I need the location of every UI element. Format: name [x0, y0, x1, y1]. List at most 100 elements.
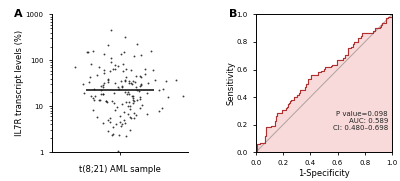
- Point: [105, 78, 112, 81]
- Point: [117, 115, 124, 118]
- Point: [105, 79, 111, 82]
- Point: [128, 81, 134, 84]
- Point: [114, 106, 120, 109]
- Point: [120, 69, 126, 72]
- Point: [139, 104, 145, 106]
- Point: [90, 109, 97, 112]
- Point: [122, 90, 128, 93]
- Point: [163, 80, 170, 83]
- Point: [123, 68, 130, 71]
- Point: [98, 85, 104, 88]
- Point: [84, 50, 90, 53]
- Point: [137, 85, 143, 88]
- Point: [121, 51, 127, 54]
- Point: [136, 75, 143, 78]
- Point: [108, 29, 115, 31]
- Point: [110, 68, 116, 71]
- Point: [138, 54, 144, 57]
- Point: [124, 104, 131, 107]
- Point: [115, 88, 122, 91]
- Point: [120, 62, 126, 65]
- Point: [127, 129, 134, 131]
- Point: [96, 65, 102, 68]
- Point: [160, 87, 166, 90]
- Point: [118, 52, 124, 55]
- Point: [38, 86, 44, 89]
- Text: P value=0.098
AUC: 0.589
CI: 0.480–0.698: P value=0.098 AUC: 0.589 CI: 0.480–0.698: [333, 111, 388, 131]
- Point: [104, 101, 110, 104]
- Point: [144, 113, 150, 115]
- Point: [137, 106, 143, 109]
- Point: [101, 69, 107, 71]
- Point: [110, 126, 116, 129]
- Point: [126, 80, 132, 83]
- X-axis label: t(8;21) AML sample: t(8;21) AML sample: [79, 165, 161, 174]
- Point: [134, 98, 140, 101]
- Point: [137, 97, 144, 100]
- Point: [108, 133, 115, 136]
- X-axis label: 1-Specificity: 1-Specificity: [298, 169, 350, 178]
- Point: [90, 50, 96, 53]
- Point: [112, 109, 119, 112]
- Point: [81, 91, 87, 94]
- Point: [131, 99, 137, 102]
- Point: [120, 111, 127, 114]
- Y-axis label: Sensitivity: Sensitivity: [226, 61, 235, 105]
- Point: [131, 117, 137, 120]
- Point: [165, 96, 172, 98]
- Point: [97, 98, 104, 101]
- Point: [134, 42, 140, 45]
- Point: [108, 56, 114, 59]
- Point: [118, 79, 125, 82]
- Point: [133, 86, 139, 89]
- Point: [152, 78, 159, 81]
- Text: B: B: [229, 9, 237, 19]
- Point: [114, 64, 121, 67]
- Point: [156, 109, 162, 112]
- Point: [138, 83, 144, 86]
- Point: [88, 63, 94, 66]
- Point: [123, 75, 129, 78]
- Point: [122, 35, 128, 38]
- Point: [133, 114, 139, 117]
- Point: [138, 83, 144, 86]
- Point: [137, 95, 143, 98]
- Point: [98, 93, 104, 96]
- Point: [109, 133, 116, 136]
- Point: [72, 66, 78, 68]
- Point: [117, 121, 123, 124]
- Point: [101, 72, 107, 75]
- Point: [104, 119, 111, 122]
- Point: [124, 93, 130, 96]
- Point: [126, 81, 132, 84]
- Point: [123, 100, 129, 103]
- Point: [126, 101, 132, 104]
- Point: [150, 68, 156, 71]
- Point: [86, 80, 93, 83]
- Point: [127, 107, 133, 110]
- Point: [180, 94, 186, 97]
- Point: [129, 79, 136, 82]
- Point: [101, 81, 107, 84]
- Point: [118, 85, 125, 88]
- Point: [200, 64, 207, 67]
- Point: [132, 80, 138, 83]
- Point: [100, 121, 106, 124]
- Point: [112, 63, 118, 66]
- Point: [95, 98, 102, 101]
- Point: [106, 121, 113, 124]
- Point: [128, 82, 135, 85]
- Y-axis label: IL7R transcript levels (%): IL7R transcript levels (%): [15, 30, 24, 136]
- Point: [129, 95, 135, 98]
- Point: [125, 113, 132, 115]
- Point: [108, 60, 114, 63]
- Point: [118, 103, 125, 106]
- Point: [121, 79, 128, 82]
- Point: [118, 85, 125, 88]
- Point: [133, 88, 140, 91]
- Point: [105, 80, 112, 83]
- Point: [92, 94, 98, 97]
- Point: [130, 102, 136, 105]
- Point: [99, 85, 106, 88]
- Point: [142, 68, 148, 71]
